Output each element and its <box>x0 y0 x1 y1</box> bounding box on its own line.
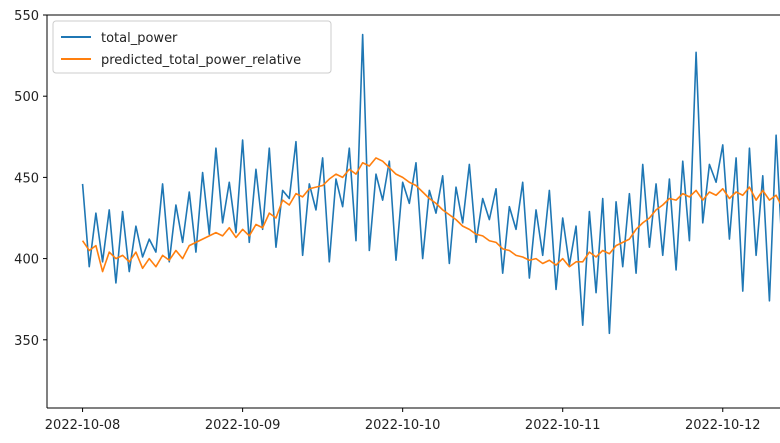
plot-area <box>81 33 780 335</box>
x-tick-label: 2022-10-10 <box>365 418 441 433</box>
series-line-predicted-total-power-relative <box>81 157 780 273</box>
axes-frame <box>46 14 780 409</box>
x-tick-label: 2022-10-12 <box>685 418 761 433</box>
legend-label: predicted_total_power_relative <box>101 53 301 68</box>
y-tick-label: 500 <box>14 90 39 105</box>
x-axis: 2022-10-08 2022-10-09 2022-10-10 2022-10-11… <box>45 408 761 433</box>
legend: total_power predicted_total_power_relativ… <box>52 20 332 74</box>
y-tick-label: 350 <box>14 334 39 349</box>
series-line-total-power <box>81 33 780 335</box>
y-tick-label: 450 <box>14 171 39 186</box>
legend-label: total_power <box>101 31 178 46</box>
y-tick-label: 550 <box>14 9 39 24</box>
y-axis: 350 400 450 500 550 <box>14 9 47 349</box>
y-tick-label: 400 <box>14 253 39 268</box>
x-tick-label: 2022-10-09 <box>205 418 281 433</box>
x-tick-label: 2022-10-11 <box>525 418 601 433</box>
x-tick-label: 2022-10-08 <box>45 418 121 433</box>
legend-box <box>52 20 332 74</box>
